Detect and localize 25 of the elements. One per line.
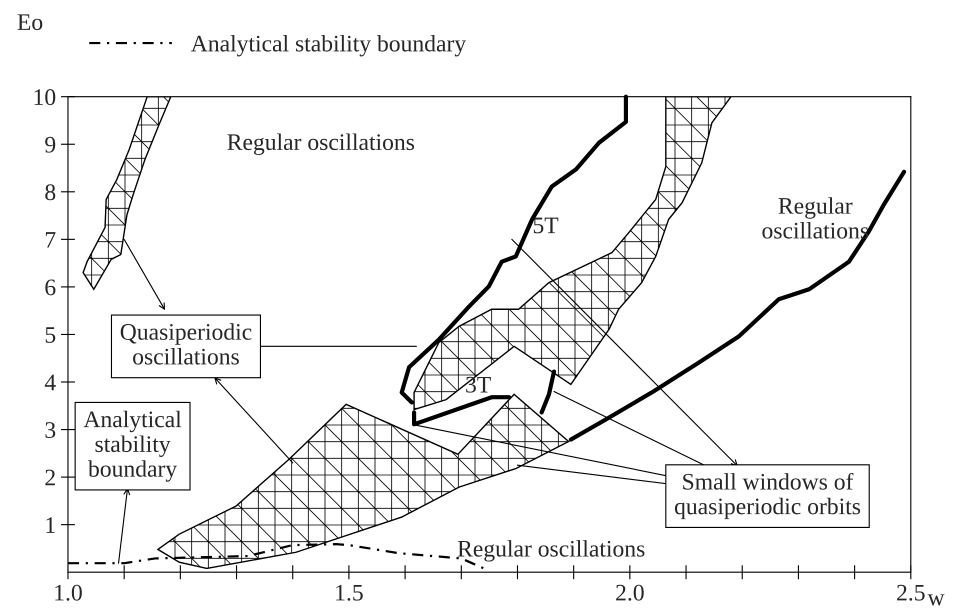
annotation: Small windows of quasiperiodic orbits xyxy=(674,472,860,520)
annotation: Analytical stability boundary xyxy=(84,410,182,482)
y-tick-label: 9 xyxy=(45,136,56,153)
y-tick-label: 3 xyxy=(45,422,56,438)
annotation: 3T xyxy=(466,376,491,393)
annotation: Regular oscillations xyxy=(762,197,868,239)
annotation: Regular oscillations xyxy=(227,134,414,155)
legend-label: Analytical stability boundary xyxy=(190,34,466,56)
y-tick-label: 7 xyxy=(46,232,56,248)
y-tick-label: 1 xyxy=(46,517,55,533)
y-axis-title: Eo xyxy=(18,14,42,30)
annotation: Regular oscillations xyxy=(458,540,644,562)
x-tick-label: 2.0 xyxy=(616,584,644,601)
y-tick-label: 4 xyxy=(44,374,56,390)
y-tick-label: 10 xyxy=(34,89,56,106)
annotation: 5T xyxy=(534,218,558,234)
y-tick-label: 5 xyxy=(46,327,56,343)
x-tick-label: 1.0 xyxy=(55,584,82,601)
x-tick-label: 1.5 xyxy=(336,584,363,601)
y-tick-label: 8 xyxy=(45,184,56,200)
x-axis-title: w xyxy=(928,594,945,606)
annotation: Quasiperiodic oscillations xyxy=(120,323,252,365)
y-tick-label: 6 xyxy=(45,279,56,296)
y-tick-label: 2 xyxy=(45,470,55,486)
x-tick-label: 2.5 xyxy=(897,584,925,601)
